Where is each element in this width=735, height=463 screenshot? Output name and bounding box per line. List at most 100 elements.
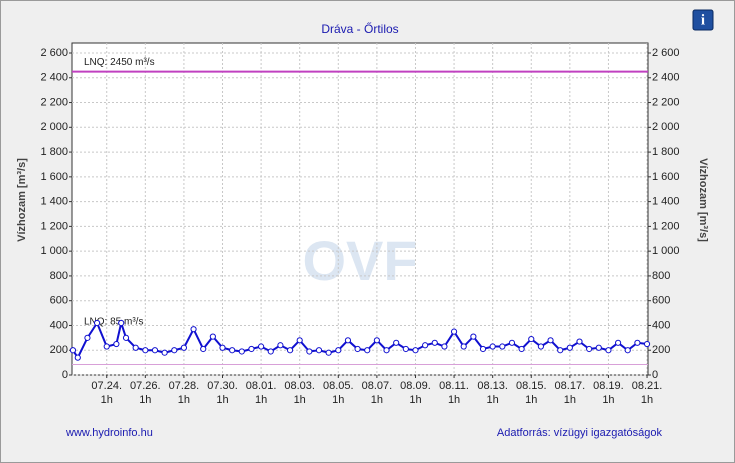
data-point: [634, 339, 641, 346]
x-tick-label: 08.05.: [323, 380, 354, 392]
y-tick-label: 2 600: [40, 47, 68, 59]
x-tick-label: 08.21.: [632, 380, 663, 392]
footer-left[interactable]: www.hydroinfo.hu: [65, 427, 153, 439]
y-tick-label: 2 200: [40, 96, 68, 108]
y2-tick-label: 2 000: [652, 121, 680, 133]
data-point: [605, 347, 612, 354]
data-point: [643, 340, 651, 348]
y2-tick-label: 1 600: [652, 171, 680, 183]
data-point: [142, 347, 149, 354]
data-point: [258, 343, 265, 350]
data-point: [122, 334, 130, 341]
data-point: [460, 343, 467, 350]
data-point: [74, 354, 81, 361]
footer-right: Adatforrás: vízügyi igazgatóságok: [497, 427, 663, 439]
x-tick-label: 08.11.: [439, 380, 469, 392]
x-tick-label: 07.30.: [207, 380, 238, 392]
y2-tick-label: 400: [652, 319, 670, 331]
data-point: [441, 343, 448, 350]
y2-tick-label: 600: [652, 295, 670, 307]
data-point: [402, 345, 409, 353]
svg-text:i: i: [701, 12, 705, 28]
x-tick-time: 1h: [294, 394, 306, 406]
data-point: [103, 343, 110, 350]
data-point: [489, 343, 496, 350]
data-point: [557, 347, 564, 354]
x-tick-label: 08.09.: [400, 380, 431, 392]
y2-tick-label: 800: [652, 270, 670, 282]
data-point: [364, 347, 371, 354]
data-point: [499, 343, 506, 350]
y-tick-label: 1 400: [40, 196, 68, 208]
x-tick-label: 08.13.: [477, 380, 508, 392]
x-tick-time: 1h: [371, 394, 383, 406]
data-point: [624, 347, 631, 354]
x-tick-time: 1h: [216, 394, 228, 406]
reference-label: LNQ: 2450 m³/s: [84, 57, 155, 68]
data-point: [450, 328, 458, 335]
x-tick-time: 1h: [487, 394, 499, 406]
data-point: [393, 339, 400, 346]
data-point: [373, 337, 380, 344]
y-tick-label: 600: [50, 295, 68, 307]
y-tick-label: 1 000: [40, 245, 68, 257]
data-point: [238, 348, 245, 355]
plot-area: [71, 42, 649, 376]
y-tick-label: 1 600: [40, 171, 68, 183]
data-point: [383, 347, 390, 354]
data-point: [93, 319, 101, 327]
x-tick-time: 1h: [409, 394, 421, 406]
data-point: [335, 347, 342, 354]
data-point: [113, 340, 120, 348]
y-tick-label: 400: [50, 319, 68, 331]
x-tick-label: 08.15.: [516, 380, 547, 392]
y-tick-label: 200: [50, 344, 68, 356]
data-point: [547, 337, 554, 344]
data-point: [209, 333, 216, 340]
y2-tick-label: 1 800: [652, 146, 680, 158]
x-tick-label: 07.26.: [130, 380, 161, 392]
data-point: [470, 333, 477, 340]
x-tick-time: 1h: [139, 394, 151, 406]
info-icon[interactable]: i: [692, 9, 714, 31]
x-tick-label: 07.24.: [91, 380, 122, 392]
x-tick-time: 1h: [602, 394, 614, 406]
y2-tick-label: 1 000: [652, 245, 680, 257]
y2-tick-label: 200: [652, 344, 670, 356]
data-point: [69, 347, 77, 354]
x-tick-time: 1h: [332, 394, 344, 406]
y-axis-label: Vízhozam [m³/s]: [16, 158, 28, 242]
watermark: OVF: [302, 229, 417, 292]
y2-tick-label: 2 400: [652, 72, 680, 84]
data-point: [171, 347, 178, 354]
y2-tick-label: 2 600: [652, 47, 680, 59]
data-point: [354, 345, 361, 353]
x-tick-time: 1h: [448, 394, 460, 406]
data-point: [595, 344, 602, 351]
data-point: [151, 347, 159, 354]
x-tick-time: 1h: [255, 394, 267, 406]
y2-tick-label: 0: [652, 369, 658, 381]
data-point: [118, 319, 125, 327]
data-point: [161, 349, 168, 356]
data-point: [479, 345, 487, 353]
y2-tick-label: 1 400: [652, 196, 680, 208]
reference-label: LNQ: 85 m³/s: [84, 317, 143, 328]
data-point: [518, 345, 525, 353]
x-tick-label: 08.19.: [593, 380, 624, 392]
data-point: [229, 347, 236, 354]
data-point: [296, 337, 303, 344]
x-tick-time: 1h: [641, 394, 653, 406]
x-tick-label: 07.28.: [169, 380, 200, 392]
data-point: [306, 348, 313, 355]
data-point: [325, 349, 332, 356]
data-point: [286, 347, 294, 354]
data-point: [248, 345, 255, 353]
y-tick-label: 2 000: [40, 121, 68, 133]
chart-title: Dráva - Őrtilos: [321, 21, 398, 36]
x-tick-time: 1h: [564, 394, 576, 406]
data-point: [315, 347, 323, 354]
x-tick-time: 1h: [525, 394, 537, 406]
x-tick-label: 08.03.: [284, 380, 315, 392]
data-point: [132, 344, 139, 351]
